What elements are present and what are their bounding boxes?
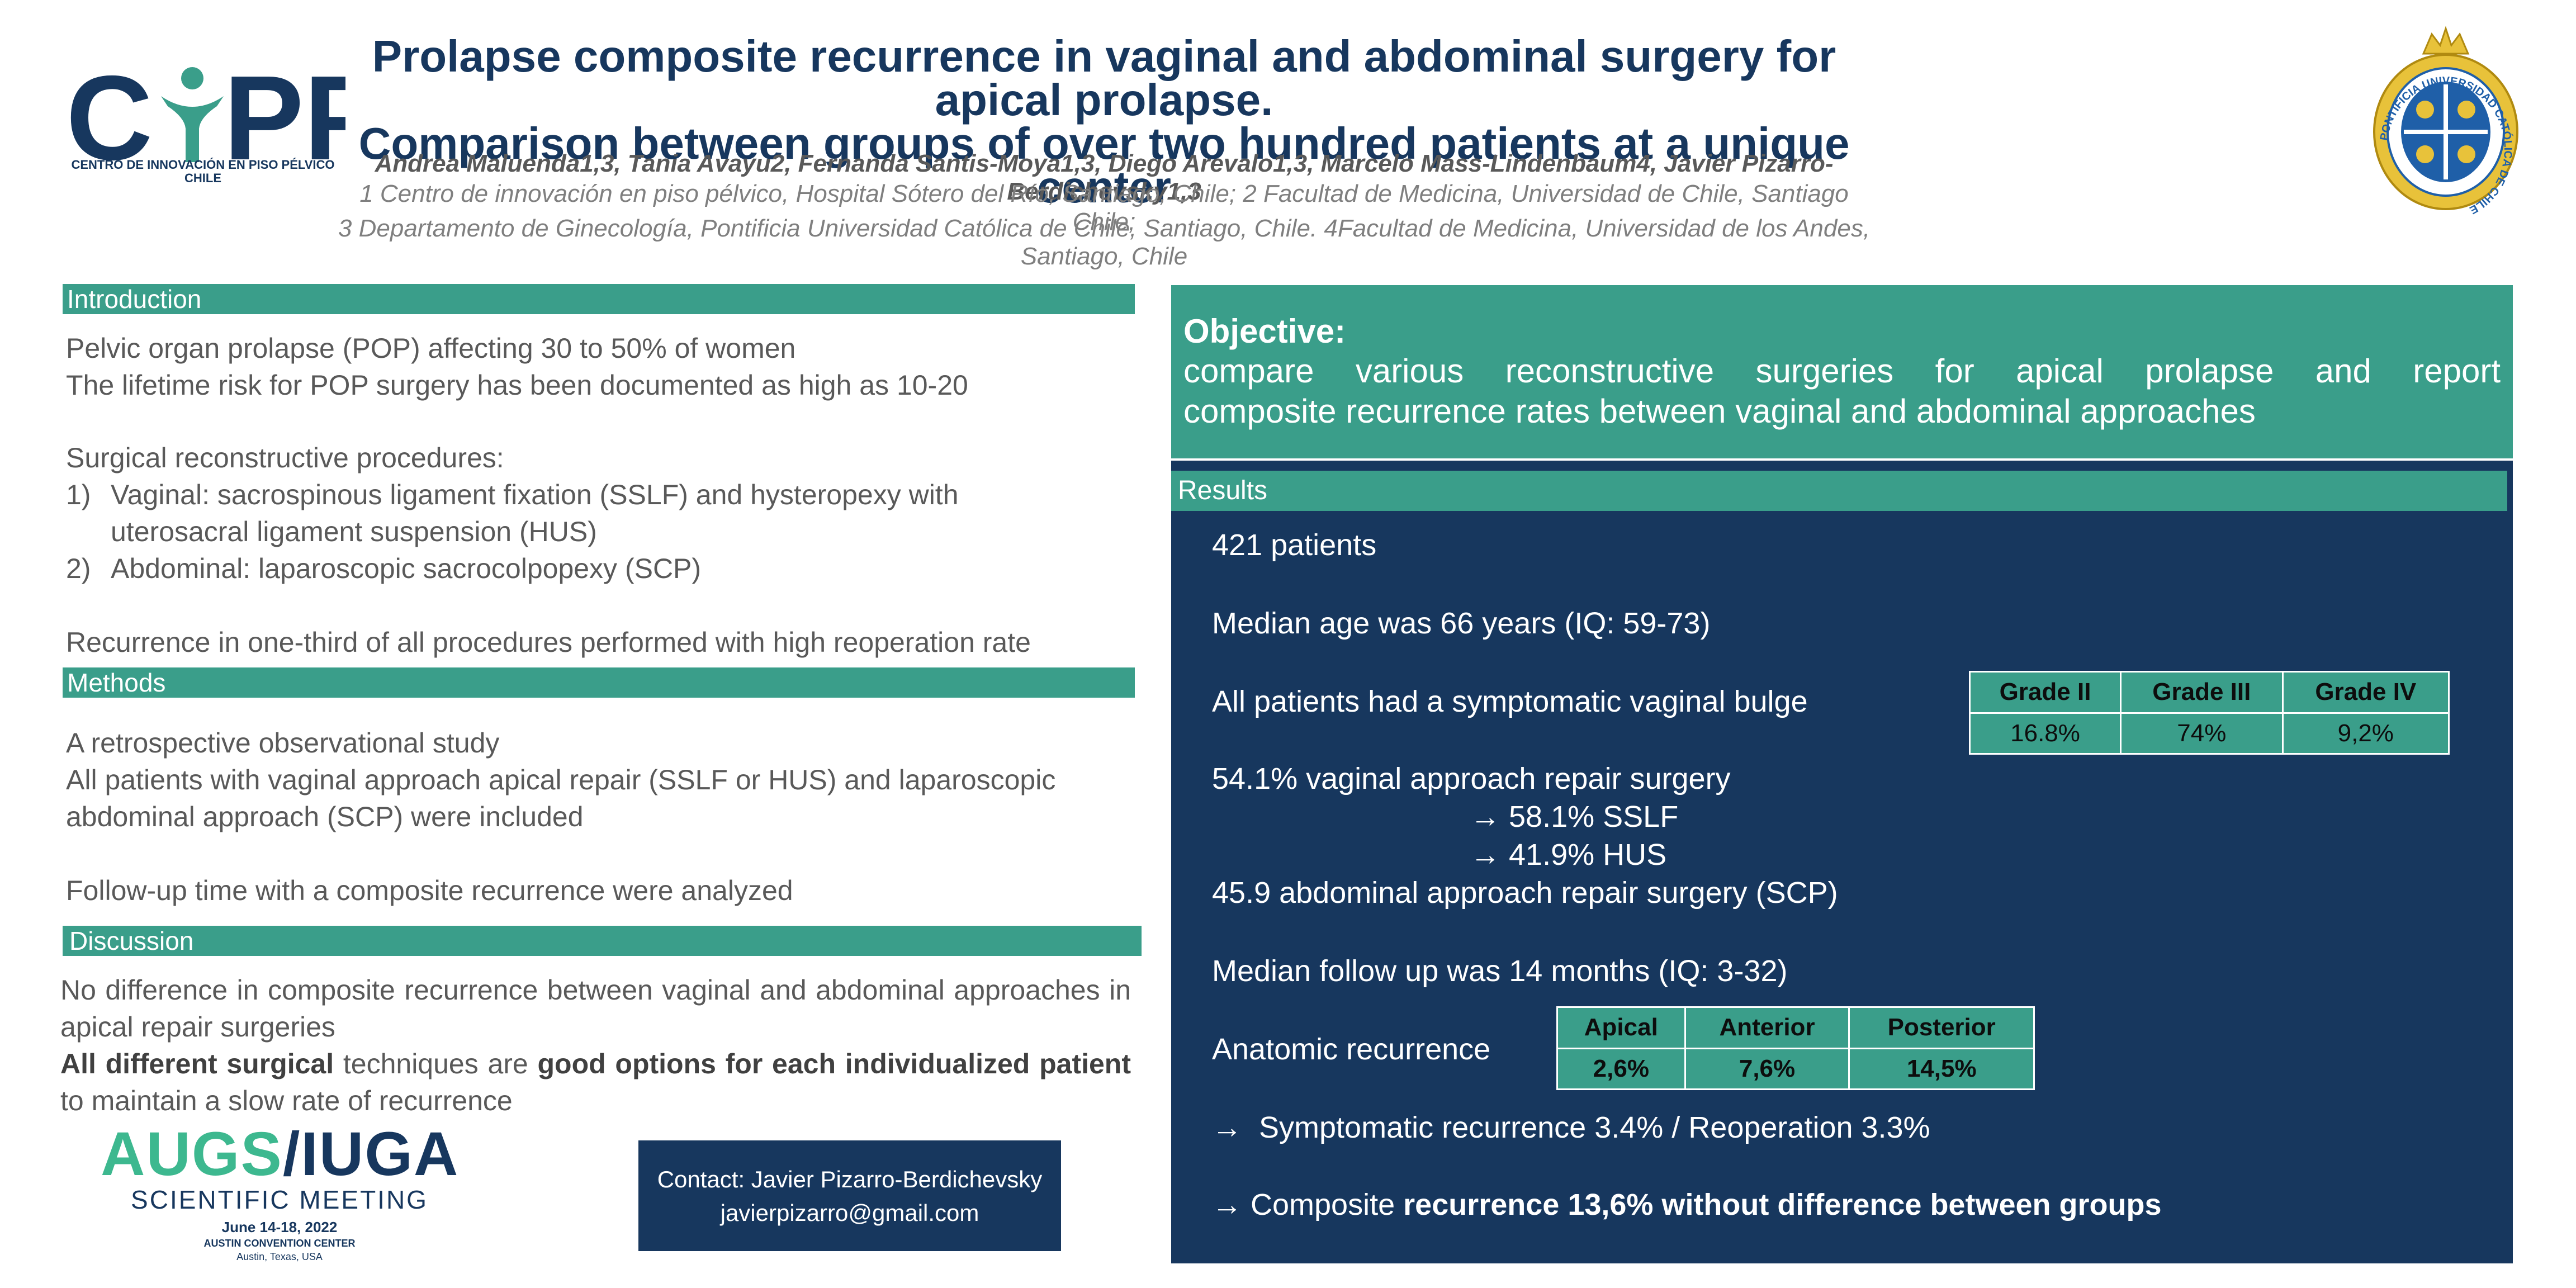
list-number-2: 2) [66,553,91,584]
authors: Andrea Maluenda1,3, Tania Avayu2, Fernan… [375,150,1834,205]
title-line-1: Prolapse composite recurrence in vaginal… [372,31,1836,125]
results-panel [1171,461,2513,1263]
anatomic-value: 7,6% [1684,1047,1850,1090]
cipp-wordmark-pp: PP [224,50,345,185]
introduction-line-2: The lifetime risk for POP surgery has be… [66,370,968,401]
anatomic-header: Anterior [1684,1006,1850,1049]
hus-value: 41.9% HUS [1509,838,1667,872]
results-composite: → Composite recurrence 13,6% without dif… [1212,1186,2162,1223]
arrow-right-icon: → [1470,838,1500,872]
list-number-1: 1) [66,479,91,510]
discussion-text-2: to maintain a slow rate of recurrence [60,1085,513,1116]
grade-table-value-row: 16.8% 74% 9,2% [1968,712,2450,755]
affiliations-line-2: 3 Departamento de Ginecología, Pontifici… [338,215,1871,270]
seal-crown [2422,26,2470,55]
symptomatic-value: Symptomatic recurrence 3.4% / Reoperatio… [1259,1111,1930,1144]
augs-slash: / [282,1120,301,1188]
discussion-heading: Discussion [63,926,1142,956]
anatomic-recurrence-table: Apical Anterior Posterior 2,6% 7,6% 14,5… [1556,1006,2035,1090]
introduction-line-4: Recurrence in one-third of all procedure… [66,627,1031,658]
contact-email[interactable]: javierpizarro@gmail.com [720,1200,979,1226]
poster-title: Prolapse composite recurrence in vaginal… [335,31,1873,212]
introduction-item-1: Vaginal: sacrospinous ligament fixation … [111,479,959,547]
title-line-2: Comparison between groups of over two hu… [358,119,1850,212]
grade-value: 74% [2120,712,2284,755]
introduction-heading: Introduction [63,284,1135,314]
discussion-line-1: No difference in composite recurrence be… [60,974,1131,1043]
cipp-subtitle-2: CHILE [184,171,221,185]
anatomic-value: 2,6% [1556,1047,1686,1090]
results-abdominal: 45.9 abdominal approach repair surgery (… [1212,876,1838,910]
results-age: Median age was 66 years (IQ: 59-73) [1212,607,1711,640]
discussion-text-1: techniques are [334,1048,538,1079]
arrow-right-icon: → [1212,1188,1242,1221]
discussion-line-2: All different surgical techniques are go… [60,1045,1131,1119]
discussion-bold-2: good options for each individualized pat… [537,1048,1131,1079]
iuga-brand: IUGA [301,1120,460,1188]
cipp-wordmark-c: C [66,50,153,185]
arrow-right-icon: → [1212,1111,1242,1144]
methods-line-3: Follow-up time with a composite recurren… [66,875,793,906]
augs-dates: June 14-18, 2022 [221,1219,338,1235]
arrow-right-icon: → [1470,800,1500,834]
cipp-subtitle-1: CENTRO DE INNOVACIÓN EN PISO PÉLVICO [71,158,335,172]
augs-iuga-logo: AUGS/IUGA SCIENTIFIC MEETING June 14-18,… [101,1124,458,1263]
methods-line-2: All patients with vaginal approach apica… [66,764,1056,832]
contact-box: Contact: Javier Pizarro-Berdichevsky jav… [638,1140,1061,1251]
cipp-person-head [181,67,203,89]
results-heading: Results [1171,471,2507,511]
anatomic-header: Apical [1556,1006,1686,1049]
results-patients: 421 patients [1212,528,1377,562]
contact-name: Contact: Javier Pizarro-Berdichevsky [657,1166,1043,1192]
introduction-item-2: Abdominal: laparoscopic sacrocolpopexy (… [111,553,702,584]
results-followup: Median follow up was 14 months (IQ: 3-32… [1212,954,1788,988]
objective-heading: Objective: [1183,312,1346,350]
grade-table: Grade II Grade III Grade IV 16.8% 74% 9,… [1968,671,2450,755]
anatomic-header: Posterior [1848,1006,2035,1049]
grade-value: 16.8% [1968,712,2122,755]
augs-city: Austin, Texas, USA [236,1251,323,1262]
results-bulge: All patients had a symptomatic vaginal b… [1212,685,1808,718]
sslf-value: 58.1% SSLF [1509,800,1679,834]
cipp-logo: C PP [66,50,345,185]
results-hus: → 41.9% HUS [1470,836,1666,873]
anatomic-table-header-row: Apical Anterior Posterior [1556,1006,2035,1049]
composite-pre: Composite [1251,1188,1404,1221]
results-anatomic-label: Anatomic recurrence [1212,1033,1491,1066]
results-vaginal: 54.1% vaginal approach repair surgery [1212,762,1731,795]
objective-line-1: compare various reconstructive surgeries… [1183,352,2501,390]
augs-meeting: SCIENTIFIC MEETING [131,1185,428,1214]
methods-heading: Methods [63,667,1135,698]
introduction-line-3: Surgical reconstructive procedures: [66,442,504,473]
discussion-bold-1: All different surgical [60,1048,334,1079]
anatomic-table-value-row: 2,6% 7,6% 14,5% [1556,1047,2035,1090]
university-seal-icon: PONTIFICIA UNIVERSIDAD CATÓLICA DE CHILE [2373,26,2518,216]
results-sslf: → 58.1% SSLF [1470,798,1678,835]
results-symptomatic: → Symptomatic recurrence 3.4% / Reoperat… [1212,1109,1930,1146]
anatomic-value: 14,5% [1848,1047,2035,1090]
introduction-line-1: Pelvic organ prolapse (POP) affecting 30… [66,333,796,364]
grade-header: Grade II [1968,671,2122,714]
grade-header: Grade III [2120,671,2284,714]
augs-venue: AUSTIN CONVENTION CENTER [203,1238,356,1249]
composite-bold: recurrence 13,6% without difference betw… [1403,1188,2162,1221]
grade-table-header-row: Grade II Grade III Grade IV [1968,671,2450,714]
augs-brand: AUGS [101,1120,283,1188]
methods-line-1: A retrospective observational study [66,727,500,759]
objective-box: Objective: compare various reconstructiv… [1171,285,2513,458]
grade-header: Grade IV [2281,671,2450,714]
cipp-person-icon [161,96,224,162]
grade-value: 9,2% [2281,712,2450,755]
objective-line-2: composite recurrence rates between vagin… [1183,392,2256,430]
affiliations-line-1: 1 Centro de innovación en piso pélvico, … [359,180,1849,235]
